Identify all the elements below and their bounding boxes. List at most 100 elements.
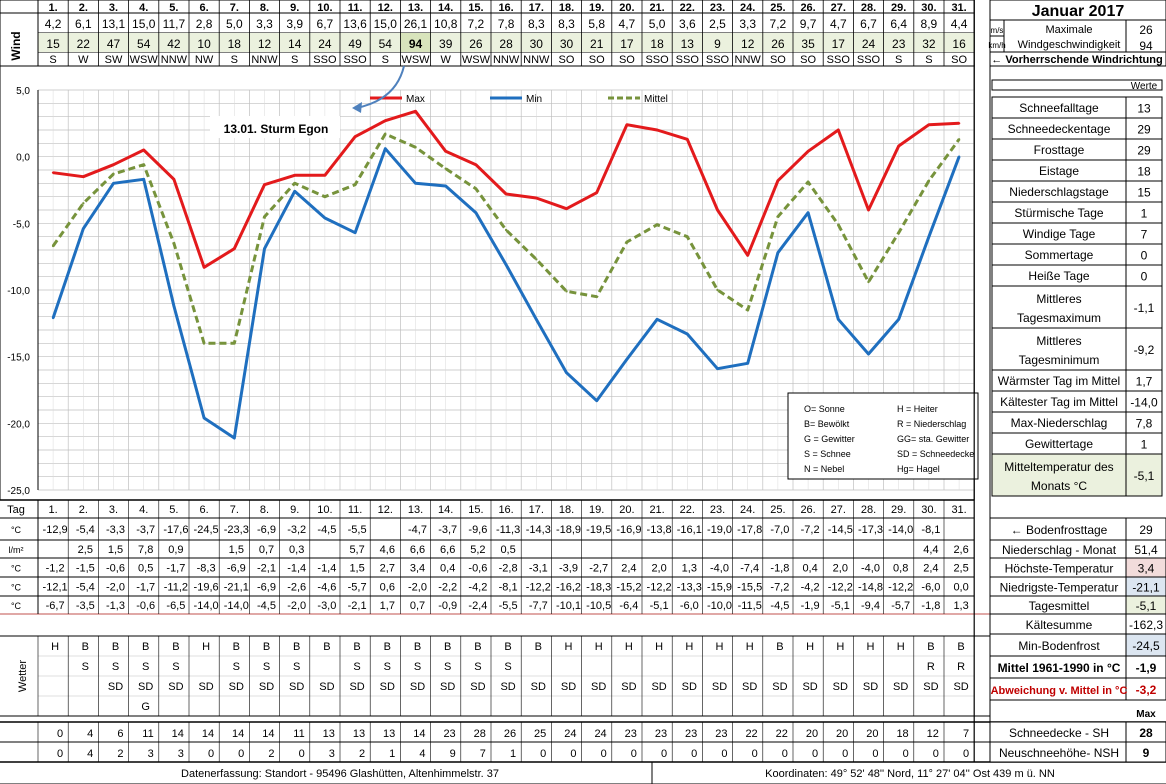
day-header: 12. bbox=[378, 504, 393, 516]
wind-ms-value: 4,4 bbox=[951, 17, 968, 31]
stat-label: Mittleres bbox=[1036, 292, 1081, 306]
table-cell: 0,6 bbox=[380, 582, 395, 594]
table-cell: -14,8 bbox=[858, 582, 883, 594]
wind-ms-value: 3,9 bbox=[286, 17, 303, 31]
data-point-max bbox=[384, 119, 387, 122]
day-header: 26. bbox=[800, 504, 815, 516]
table-cell: -4,2 bbox=[801, 582, 820, 594]
wind-kmh-value: 26 bbox=[771, 37, 785, 51]
table-cell: -1,7 bbox=[136, 582, 155, 594]
weather-code: S bbox=[384, 661, 391, 673]
weather-legend-item: H = Heiter bbox=[897, 404, 938, 414]
wind-direction: SSO bbox=[313, 54, 337, 66]
table-cell: 5,7 bbox=[349, 544, 364, 556]
table-cell: -2,1 bbox=[348, 600, 367, 612]
snow-value: 12 bbox=[927, 728, 939, 740]
wind-direction: SSO bbox=[645, 54, 669, 66]
table-cell: -7,0 bbox=[770, 524, 789, 536]
snow-value: 3 bbox=[148, 748, 154, 760]
day-header: 17. bbox=[529, 2, 544, 14]
kmh-cell bbox=[581, 33, 612, 52]
data-point-min bbox=[595, 399, 598, 402]
data-point-max bbox=[625, 123, 629, 126]
table-cell: 2,0 bbox=[651, 563, 666, 575]
stat-label: Schneedeckentage bbox=[1008, 122, 1111, 136]
day-header: 8. bbox=[260, 504, 269, 516]
wind-direction: SO bbox=[770, 54, 786, 66]
summary-label: Tagesmittel bbox=[1029, 599, 1090, 613]
table-cell: 5,2 bbox=[470, 544, 485, 556]
table-cell: -3,7 bbox=[438, 524, 457, 536]
day-header: 30. bbox=[921, 504, 936, 516]
table-cell: -19,0 bbox=[707, 524, 732, 536]
kmh-cell bbox=[98, 33, 129, 52]
snow-value: 0 bbox=[208, 748, 214, 760]
snow-value: 0 bbox=[540, 748, 546, 760]
snow-value: 7 bbox=[963, 728, 969, 740]
wind-kmh-value: 10 bbox=[197, 37, 211, 51]
wind-kmh-value: 13 bbox=[681, 37, 695, 51]
day-header: 25. bbox=[770, 2, 785, 14]
weather-code: B bbox=[233, 641, 240, 653]
data-point-mittel bbox=[444, 167, 447, 170]
day-header: 5. bbox=[169, 504, 178, 516]
wind-direction: SSO bbox=[343, 54, 367, 66]
snow-value: 0 bbox=[299, 748, 305, 760]
data-point-min bbox=[535, 318, 538, 321]
table-cell: -19,5 bbox=[586, 524, 611, 536]
table-cell: -2,4 bbox=[468, 600, 487, 612]
table-cell: -12,2 bbox=[828, 582, 853, 594]
table-cell: -2,2 bbox=[438, 582, 457, 594]
kmh-cell bbox=[128, 33, 159, 52]
weather-code: SD bbox=[742, 681, 757, 693]
data-point-max bbox=[867, 208, 870, 212]
day-header: 26. bbox=[800, 2, 815, 14]
snow-value: 14 bbox=[232, 728, 244, 740]
table-cell: -19,6 bbox=[194, 582, 219, 594]
data-point-mittel bbox=[565, 290, 568, 293]
table-cell: 1,5 bbox=[229, 544, 244, 556]
table-cell: -1,3 bbox=[106, 600, 125, 612]
storm-annotation: 13.01. Sturm Egon bbox=[224, 122, 329, 136]
weather-legend-item: Hg= Hagel bbox=[897, 464, 940, 474]
table-cell: -6,9 bbox=[227, 563, 246, 575]
table-cell: -10,0 bbox=[707, 600, 732, 612]
snow-value: 2 bbox=[117, 748, 123, 760]
day-header: 23. bbox=[710, 2, 725, 14]
snow-value: 4 bbox=[87, 748, 93, 760]
table-cell: -8,3 bbox=[197, 563, 216, 575]
table-cell: -24,5 bbox=[194, 524, 219, 536]
y-tick-label: -20,0 bbox=[7, 419, 30, 430]
table-cell: -3,3 bbox=[106, 524, 125, 536]
wind-kmh-value: 35 bbox=[801, 37, 815, 51]
wind-direction: S bbox=[925, 54, 932, 66]
day-header: 16. bbox=[498, 2, 513, 14]
data-point-min bbox=[837, 318, 840, 321]
snow-value: 0 bbox=[570, 748, 576, 760]
wind-ms-value: 13,1 bbox=[102, 17, 126, 31]
data-point-max bbox=[172, 178, 176, 181]
wind-direction: SSO bbox=[676, 54, 700, 66]
day-header: 6. bbox=[200, 504, 209, 516]
table-cell: 2,7 bbox=[380, 563, 395, 575]
table-cell: 6,6 bbox=[410, 544, 425, 556]
data-point-min bbox=[202, 416, 206, 420]
snow-value: 0 bbox=[57, 728, 63, 740]
wind-direction: S bbox=[895, 54, 902, 66]
kmh-cell bbox=[460, 33, 491, 52]
weather-code: SD bbox=[833, 681, 848, 693]
weather-code: B bbox=[957, 641, 964, 653]
weather-code: H bbox=[625, 641, 633, 653]
data-point-mittel bbox=[746, 308, 749, 312]
day-header: 2. bbox=[79, 2, 88, 14]
table-cell: 4,6 bbox=[380, 544, 395, 556]
wind-kmh-value: 9 bbox=[714, 37, 721, 51]
summary-label: Neuschneehöhe- NSH bbox=[999, 746, 1119, 760]
snow-value: 23 bbox=[443, 728, 455, 740]
weather-code: H bbox=[565, 641, 573, 653]
kmh-cell bbox=[913, 33, 944, 52]
unit-ms: m/s bbox=[991, 26, 1004, 35]
day-header: 21. bbox=[649, 504, 664, 516]
table-cell: -9,6 bbox=[468, 524, 487, 536]
